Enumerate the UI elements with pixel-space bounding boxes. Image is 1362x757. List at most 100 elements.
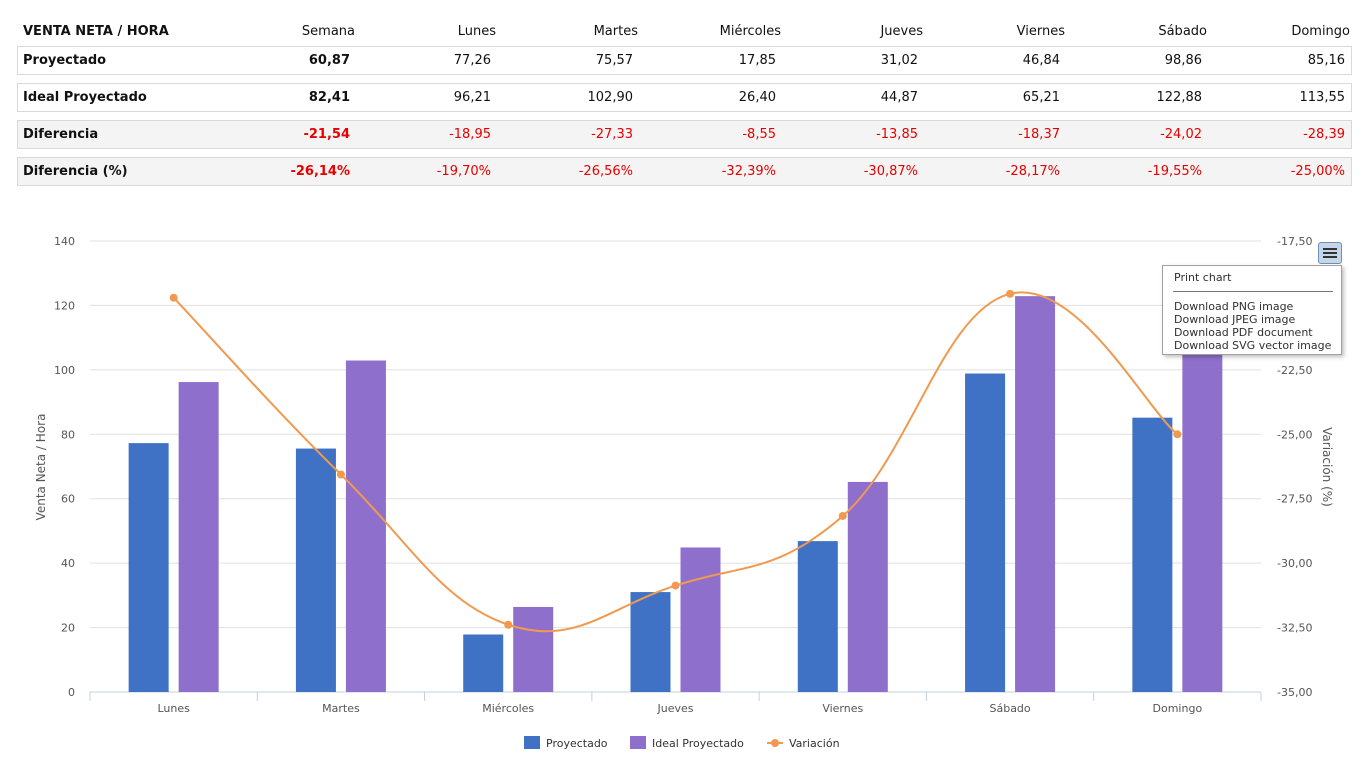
export-menu: Print chart Download PNG image Download …: [1162, 265, 1342, 355]
chart-menu-button[interactable]: [1318, 242, 1342, 264]
cell-day: -19,70%: [436, 164, 491, 179]
header-day: Miércoles: [719, 24, 781, 39]
y-axis-right-label: Variación (%): [1320, 427, 1334, 507]
bar-ideal-proyectado[interactable]: [178, 382, 219, 692]
cell-day: -28,39: [1303, 127, 1345, 142]
y-tick-label: 0: [68, 686, 75, 699]
y-right-tick-label: -17,50: [1277, 235, 1312, 248]
cell-day: 31,02: [880, 53, 918, 68]
cell-day: 98,86: [1164, 53, 1202, 68]
table-header: VENTA NETA / HORA Semana Lunes Martes Mi…: [17, 24, 1352, 44]
menu-item-print[interactable]: Print chart: [1174, 271, 1232, 284]
y-axis-label: Venta Neta / Hora: [34, 414, 48, 521]
variation-point[interactable]: [336, 470, 345, 479]
menu-icon: [1323, 256, 1337, 258]
bar-ideal-proyectado[interactable]: [513, 606, 554, 692]
cell-day: -8,55: [742, 127, 776, 142]
cell-day: -24,02: [1160, 127, 1202, 142]
menu-item-jpeg[interactable]: Download JPEG image: [1174, 313, 1296, 326]
cell-day: -26,56%: [578, 164, 633, 179]
row-label: Ideal Proyectado: [23, 90, 147, 105]
variation-point[interactable]: [1173, 430, 1182, 439]
cell-day: 122,88: [1156, 90, 1203, 105]
variation-point[interactable]: [1006, 289, 1015, 298]
bar-proyectado[interactable]: [1132, 417, 1173, 692]
row-label: Diferencia: [23, 127, 99, 142]
cell-week: 60,87: [308, 53, 350, 68]
cell-day: 75,57: [595, 53, 633, 68]
legend-label[interactable]: Variación: [789, 737, 840, 750]
x-tick-label: Viernes: [822, 702, 863, 715]
cell-week: 82,41: [308, 90, 350, 105]
cell-day: 77,26: [453, 53, 491, 68]
header-day: Lunes: [457, 24, 496, 39]
cell-day: -18,37: [1018, 127, 1060, 142]
variation-point[interactable]: [838, 511, 847, 520]
menu-separator: [1173, 291, 1333, 292]
bar-ideal-proyectado[interactable]: [680, 547, 721, 692]
x-tick-label: Sábado: [989, 702, 1030, 715]
y-right-tick-label: -27,50: [1277, 493, 1312, 506]
y-right-tick-label: -22,50: [1277, 364, 1312, 377]
cell-week: -21,54: [303, 127, 350, 142]
menu-item-svg[interactable]: Download SVG vector image: [1174, 339, 1332, 352]
bar-proyectado[interactable]: [295, 448, 336, 692]
cell-day: 44,87: [880, 90, 918, 105]
menu-item-png[interactable]: Download PNG image: [1174, 300, 1294, 313]
cell-day: -19,55%: [1147, 164, 1202, 179]
cell-week: -26,14%: [290, 164, 350, 179]
bar-ideal-proyectado[interactable]: [345, 360, 386, 692]
y-tick-label: 120: [54, 299, 75, 312]
legend-label[interactable]: Proyectado: [546, 737, 608, 750]
cell-day: 96,21: [453, 90, 491, 105]
header-week: Semana: [301, 24, 355, 39]
y-tick-label: 80: [61, 428, 75, 441]
legend-marker: [771, 739, 779, 747]
cell-day: 17,85: [738, 53, 776, 68]
cell-day: 26,40: [738, 90, 776, 105]
legend-swatch: [524, 736, 540, 749]
table-row: Diferencia -21,54 -18,95 -27,33 -8,55 -13,85 -…: [17, 120, 1352, 149]
cell-day: -13,85: [876, 127, 918, 142]
cell-day: 46,84: [1022, 53, 1060, 68]
variation-point[interactable]: [169, 293, 178, 302]
cell-day: -32,39%: [721, 164, 776, 179]
cell-day: -28,17%: [1005, 164, 1060, 179]
y-tick-label: 40: [61, 557, 75, 570]
variation-point[interactable]: [671, 581, 680, 590]
header-day: Jueves: [880, 24, 923, 39]
x-tick-label: Domingo: [1153, 702, 1203, 715]
bar-proyectado[interactable]: [128, 443, 169, 692]
header-day: Viernes: [1016, 24, 1065, 39]
y-tick-label: 60: [61, 493, 75, 506]
bar-proyectado[interactable]: [965, 373, 1006, 692]
cell-day: 85,16: [1307, 53, 1345, 68]
variation-point[interactable]: [504, 620, 513, 629]
bar-proyectado[interactable]: [463, 634, 504, 692]
cell-day: 102,90: [587, 90, 634, 105]
cell-day: 113,55: [1299, 90, 1346, 105]
y-tick-label: 100: [54, 364, 75, 377]
bar-ideal-proyectado[interactable]: [847, 481, 888, 692]
bar-ideal-proyectado[interactable]: [1182, 326, 1223, 692]
table-row: Ideal Proyectado 82,41 96,21 102,90 26,40 44,…: [17, 83, 1352, 112]
bar-proyectado[interactable]: [797, 541, 838, 692]
header-title: VENTA NETA / HORA: [23, 24, 169, 39]
x-tick-label: Lunes: [157, 702, 190, 715]
y-right-tick-label: -25,00: [1277, 428, 1312, 441]
menu-icon: [1323, 252, 1337, 254]
x-tick-label: Jueves: [657, 702, 694, 715]
menu-item-pdf[interactable]: Download PDF document: [1174, 326, 1313, 339]
header-day: Martes: [593, 24, 638, 39]
bar-proyectado[interactable]: [630, 592, 671, 692]
row-label: Proyectado: [23, 53, 107, 68]
table-row: Diferencia (%) -26,14% -19,70% -26,56% -32,3…: [17, 157, 1352, 186]
cell-day: 65,21: [1022, 90, 1060, 105]
bar-ideal-proyectado[interactable]: [1015, 296, 1056, 692]
header-day: Sábado: [1158, 24, 1207, 39]
legend-label[interactable]: Ideal Proyectado: [652, 737, 744, 750]
y-tick-label: 20: [61, 622, 75, 635]
row-label: Diferencia (%): [23, 164, 128, 179]
y-right-tick-label: -30,00: [1277, 557, 1312, 570]
